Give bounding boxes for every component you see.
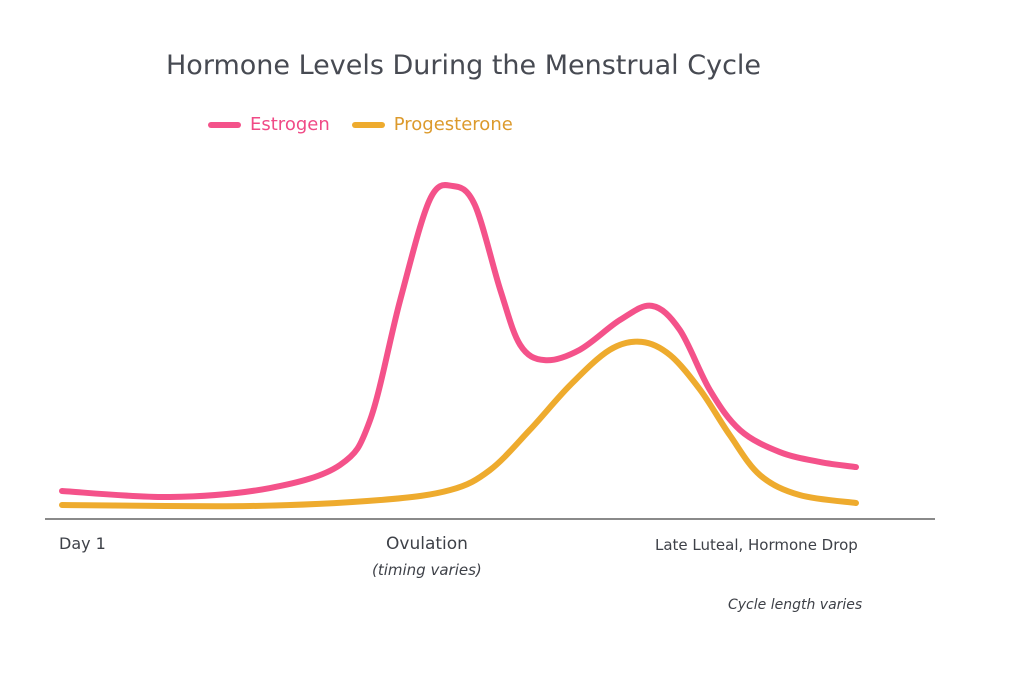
legend-swatch-estrogen [208, 121, 241, 128]
cycle-length-annotation: Cycle length varies [728, 597, 863, 613]
series-line-progesterone [59, 338, 859, 510]
chart-title: Hormone Levels During the Menstrual Cycl… [166, 50, 762, 81]
x-tick-note-ovulation: (timing varies) [372, 561, 482, 579]
legend-swatch-progesterone [351, 121, 385, 128]
legend-item-progesterone: Progesterone [351, 114, 513, 135]
x-tick-label-late-luteal: Late Luteal, Hormone Drop [655, 536, 858, 554]
legend: Estrogen Progesterone [208, 114, 535, 135]
legend-label-progesterone: Progesterone [393, 114, 513, 135]
legend-label-estrogen: Estrogen [250, 114, 330, 135]
series-line-estrogen [59, 182, 859, 501]
legend-item-estrogen: Estrogen [208, 114, 330, 135]
x-tick-label-ovulation: Ovulation [386, 534, 468, 554]
x-tick-label-day1: Day 1 [59, 534, 106, 553]
